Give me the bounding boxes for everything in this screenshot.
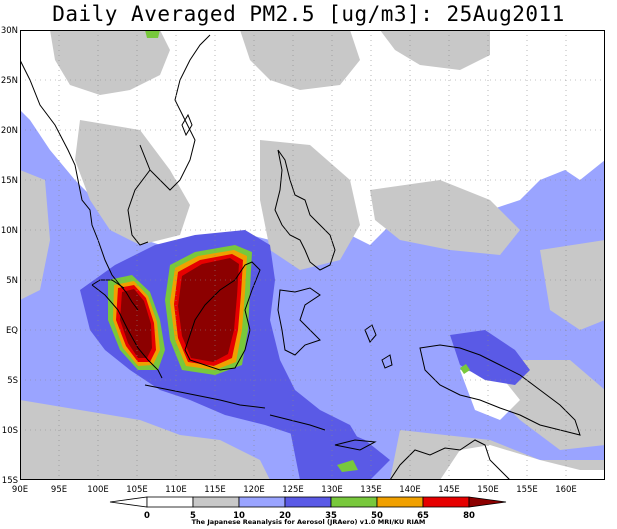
grey-5-10-philippines [260, 140, 360, 270]
colorbar-bin-35-50 [330, 496, 378, 508]
coastline-timor [334, 439, 377, 451]
colorbar-bin-20-35 [284, 496, 332, 508]
grey-5-10-west [20, 170, 50, 300]
lon-label: 150E [477, 485, 499, 495]
coastline-new-guinea [419, 344, 581, 436]
coastline-philippines [274, 149, 336, 271]
colorbar-bin-0-5 [146, 496, 194, 508]
colorbar-bin-10-20 [238, 496, 286, 508]
grey-5-10-pacific [370, 180, 520, 255]
white-australia [440, 445, 605, 480]
graticule [20, 30, 605, 480]
colorbar-bin-50-65 [376, 496, 424, 508]
lat-label: EQ [6, 326, 18, 336]
green-35-50-small-1 [145, 30, 160, 38]
darkred-80-plus-sumatra [120, 289, 152, 358]
colorbar-lower-triangle [109, 496, 148, 508]
lon-label: 105E [126, 485, 148, 495]
coastline-taiwan [181, 113, 193, 137]
pm25-map [20, 30, 605, 480]
lat-label: 10S [2, 426, 18, 436]
lat-labels: 30N 25N 20N 15N 10N 5N EQ 5S 10S 15S [1, 26, 18, 486]
lon-label: 95E [51, 485, 67, 495]
grey-5-10-png [490, 360, 605, 450]
grey-5-10-north-b [240, 30, 360, 90]
lon-label: 145E [438, 485, 460, 495]
lon-label: 130E [321, 485, 343, 495]
grey-5-10-east [540, 240, 605, 330]
map-border [20, 30, 605, 480]
darkred-80-plus-borneo [178, 258, 239, 362]
lon-label: 120E [243, 485, 265, 495]
lon-label: 155E [516, 485, 538, 495]
lon-label: 100E [87, 485, 109, 495]
blue-20-35-south [290, 425, 390, 480]
lon-label: 110E [165, 485, 187, 495]
colorbar-upper-triangle [468, 496, 507, 508]
green-35-50-small-3 [460, 364, 470, 374]
coastline-moluccas [364, 324, 393, 369]
lon-labels: 90E 95E 100E 105E 110E 115E 120E 125E 13… [12, 485, 577, 495]
lat-label: 25N [1, 76, 18, 86]
lat-label: 5N [6, 276, 18, 286]
lat-label: 15N [1, 176, 18, 186]
colorbar-bin-5-10 [192, 496, 240, 508]
lon-label: 115E [204, 485, 226, 495]
grey-5-10-north-c [380, 30, 490, 70]
coastline-sulawesi [277, 287, 321, 356]
credit-line: The Japanese Reanalysis for Aerosol (JRA… [191, 518, 426, 526]
grey-5-10-north-a [50, 30, 170, 95]
lat-label: 15S [2, 476, 18, 486]
lat-label: 5S [7, 376, 18, 386]
coastline-java [144, 384, 326, 431]
lat-label: 10N [1, 226, 18, 236]
map-canvas [20, 30, 605, 480]
colorbar-bin-65-80 [422, 496, 470, 508]
blue-20-35-png [450, 330, 530, 385]
map-title: Daily Averaged PM2.5 [ug/m3]: 25Aug2011 [52, 2, 565, 26]
green-35-50-small-2 [337, 460, 358, 472]
lon-label: 135E [360, 485, 382, 495]
lon-label: 140E [399, 485, 421, 495]
lat-label: 20N [1, 126, 18, 136]
lon-label: 160E [555, 485, 577, 495]
lat-label: 30N [1, 26, 18, 36]
grey-5-10-vietnam [75, 120, 190, 245]
grey-5-10-south [20, 400, 270, 480]
lon-label: 90E [12, 485, 28, 495]
lon-label: 125E [282, 485, 304, 495]
